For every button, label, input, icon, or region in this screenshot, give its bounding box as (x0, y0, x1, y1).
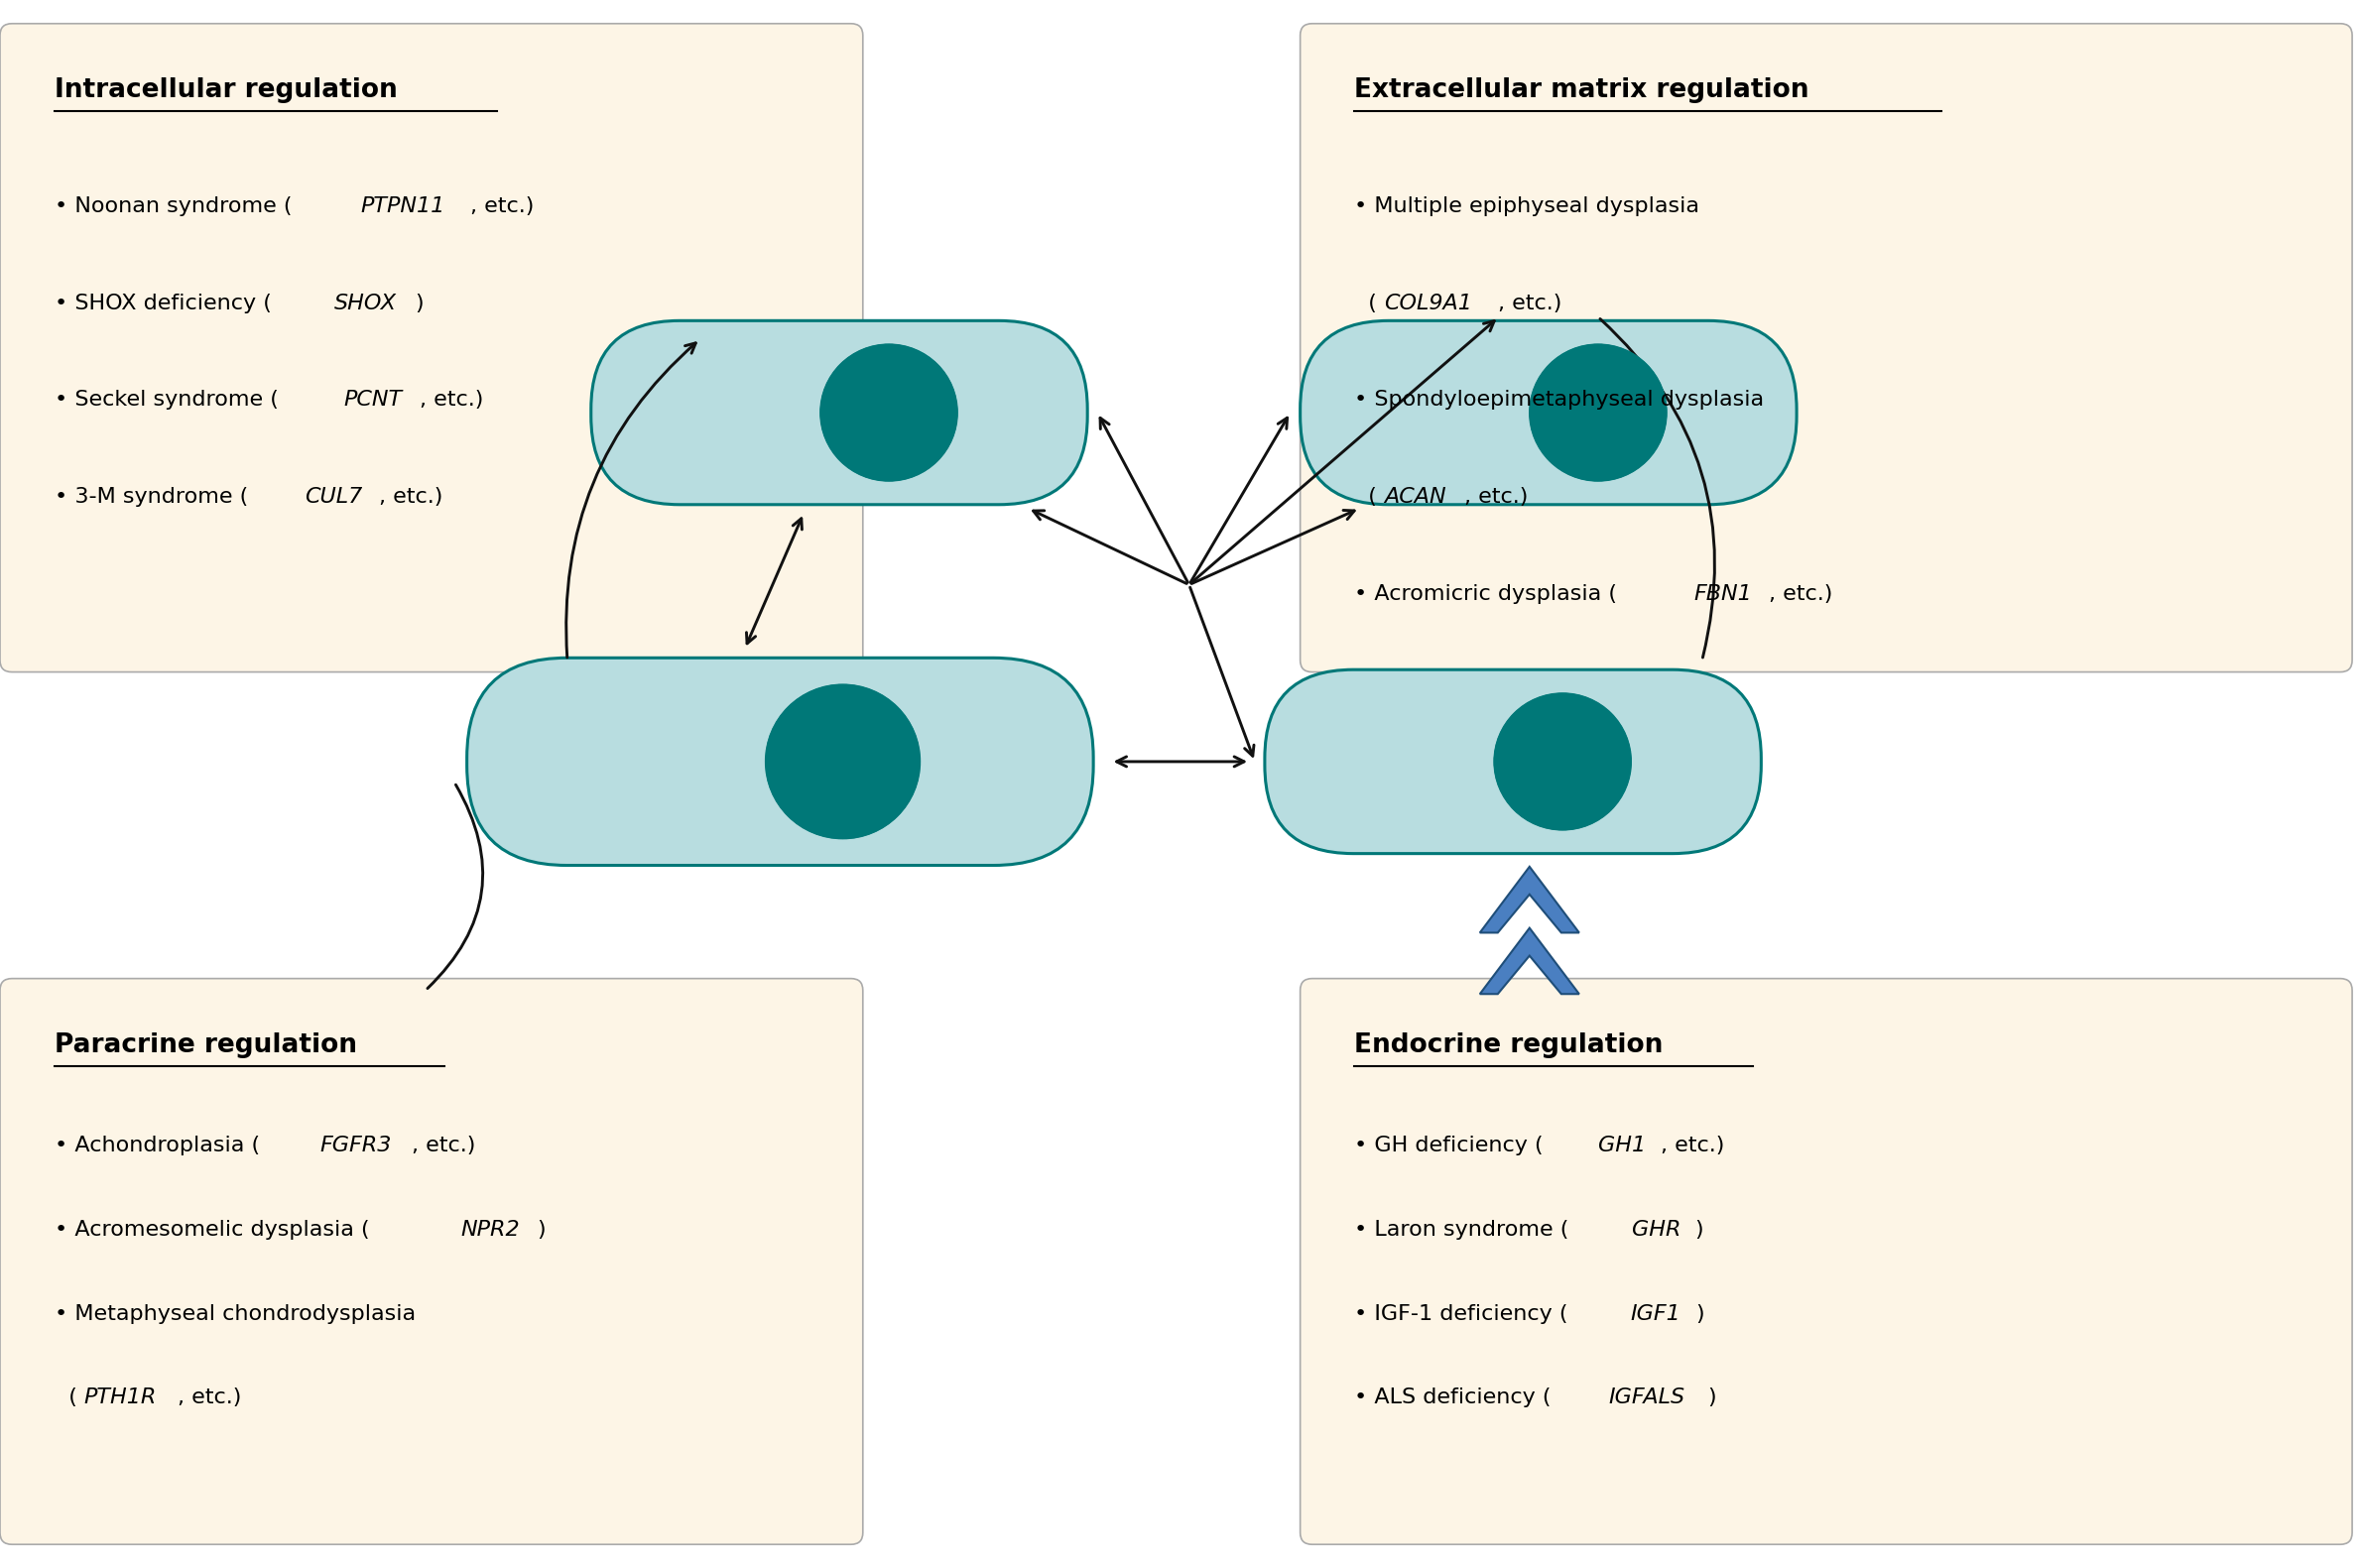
Text: • IGF-1 deficiency (: • IGF-1 deficiency ( (1355, 1305, 1567, 1323)
Text: GH1: GH1 (1598, 1135, 1645, 1156)
Text: ): ) (1695, 1305, 1704, 1323)
Text: ): ) (537, 1220, 546, 1240)
Text: • Noonan syndrome (: • Noonan syndrome ( (54, 196, 293, 216)
Text: , etc.): , etc.) (411, 1135, 475, 1156)
Text: • Seckel syndrome (: • Seckel syndrome ( (54, 390, 279, 411)
Text: PTPN11: PTPN11 (362, 196, 444, 216)
FancyBboxPatch shape (0, 24, 863, 673)
Text: CUL7: CUL7 (305, 488, 362, 506)
Text: ACAN: ACAN (1383, 488, 1447, 506)
Circle shape (820, 345, 957, 481)
FancyBboxPatch shape (591, 321, 1087, 505)
Text: • Acromicric dysplasia (: • Acromicric dysplasia ( (1355, 583, 1617, 604)
Text: NPR2: NPR2 (461, 1220, 520, 1240)
Text: , etc.): , etc.) (1463, 488, 1527, 506)
Text: Extracellular matrix regulation: Extracellular matrix regulation (1355, 78, 1808, 103)
Text: IGF1: IGF1 (1631, 1305, 1681, 1323)
Text: SHOX: SHOX (336, 293, 397, 314)
Text: • Acromesomelic dysplasia (: • Acromesomelic dysplasia ( (54, 1220, 369, 1240)
Text: ): ) (416, 293, 423, 314)
Text: ): ) (1695, 1220, 1704, 1240)
Text: ): ) (1707, 1388, 1716, 1408)
Circle shape (1494, 693, 1631, 829)
Text: Paracrine regulation: Paracrine regulation (54, 1033, 357, 1058)
Text: COL9A1: COL9A1 (1383, 293, 1473, 314)
Text: PCNT: PCNT (343, 390, 402, 411)
Polygon shape (1480, 928, 1579, 994)
Text: • SHOX deficiency (: • SHOX deficiency ( (54, 293, 272, 314)
Text: FBN1: FBN1 (1693, 583, 1752, 604)
Text: (: ( (1355, 293, 1378, 314)
FancyBboxPatch shape (1300, 24, 2352, 673)
Text: , etc.): , etc.) (470, 196, 534, 216)
Text: FGFR3: FGFR3 (319, 1135, 392, 1156)
Text: • Multiple epiphyseal dysplasia: • Multiple epiphyseal dysplasia (1355, 196, 1700, 216)
Text: PTH1R: PTH1R (83, 1388, 156, 1408)
Text: , etc.): , etc.) (418, 390, 482, 411)
Text: , etc.): , etc.) (1660, 1135, 1723, 1156)
Text: (: ( (1355, 488, 1378, 506)
Text: • GH deficiency (: • GH deficiency ( (1355, 1135, 1544, 1156)
Text: , etc.): , etc.) (378, 488, 442, 506)
Text: • Spondyloepimetaphyseal dysplasia: • Spondyloepimetaphyseal dysplasia (1355, 390, 1764, 411)
Text: • Metaphyseal chondrodysplasia: • Metaphyseal chondrodysplasia (54, 1305, 416, 1323)
Text: IGFALS: IGFALS (1608, 1388, 1686, 1408)
Text: Endocrine regulation: Endocrine regulation (1355, 1033, 1664, 1058)
Polygon shape (1480, 867, 1579, 933)
Text: , etc.): , etc.) (1499, 293, 1563, 314)
Text: Intracellular regulation: Intracellular regulation (54, 78, 397, 103)
FancyBboxPatch shape (0, 978, 863, 1544)
Text: • Laron syndrome (: • Laron syndrome ( (1355, 1220, 1570, 1240)
Text: (: ( (54, 1388, 78, 1408)
Text: • Achondroplasia (: • Achondroplasia ( (54, 1135, 260, 1156)
FancyBboxPatch shape (1300, 978, 2352, 1544)
FancyBboxPatch shape (466, 659, 1092, 866)
Text: , etc.): , etc.) (177, 1388, 241, 1408)
Text: , etc.): , etc.) (1768, 583, 1832, 604)
FancyBboxPatch shape (1300, 321, 1797, 505)
Text: • ALS deficiency (: • ALS deficiency ( (1355, 1388, 1551, 1408)
Circle shape (766, 685, 920, 839)
Circle shape (1530, 345, 1667, 481)
Text: • 3-M syndrome (: • 3-M syndrome ( (54, 488, 248, 506)
Text: GHR: GHR (1631, 1220, 1681, 1240)
FancyBboxPatch shape (1265, 670, 1761, 853)
